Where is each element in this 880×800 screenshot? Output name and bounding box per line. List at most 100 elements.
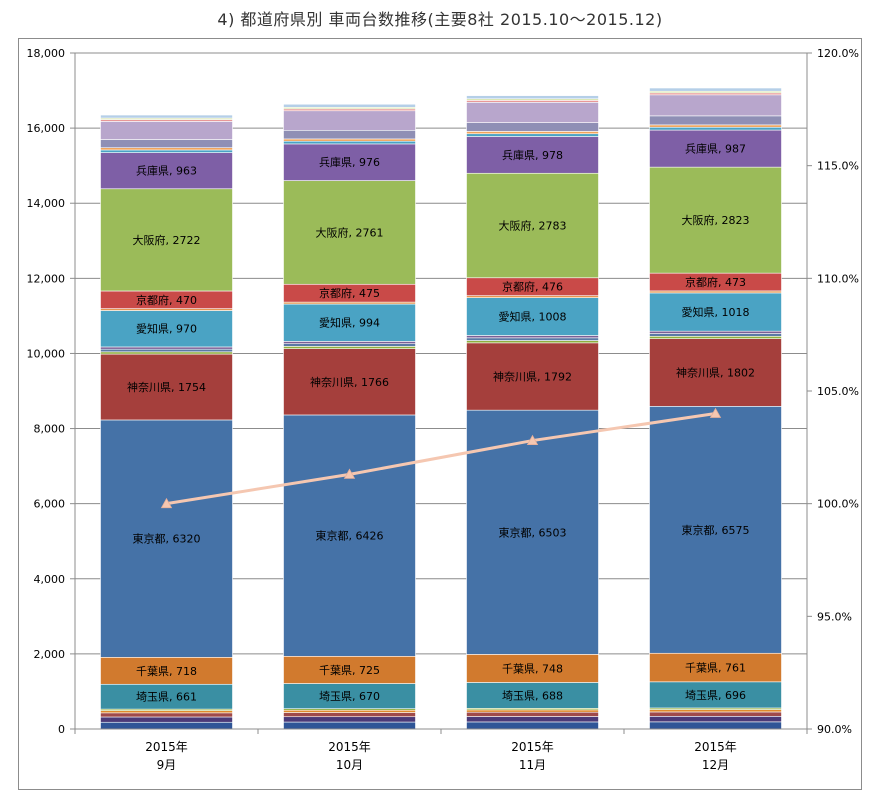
bar-segment [100,152,233,190]
data-label: 埼玉県, 661 [136,690,197,704]
data-label: 兵庫県, 963 [136,164,197,178]
bar-segment [466,122,599,132]
bar-segment [466,133,599,137]
bar-segment [283,341,416,344]
right-tick-label: 105.0% [817,385,859,398]
bar-segment [466,654,599,683]
bar-segment [100,712,233,718]
data-label: 愛知県, 970 [136,322,197,336]
bar-segment [466,172,599,279]
bar-segment [283,129,416,140]
data-label: 愛知県, 994 [319,316,380,330]
x-category-label: 2015年 [145,740,188,754]
data-label: 東京都, 6426 [316,529,384,543]
bar-segment [649,330,782,334]
bar-segment [100,139,233,149]
bar-segment [100,147,233,151]
bar-segment [466,709,599,713]
chart-title: 4) 都道府県別 車両台数推移(主要8社 2015.10～2015.12) [217,10,663,29]
bar-segment [466,711,599,717]
bar-segment [649,681,782,709]
bar-segment [466,335,599,339]
x-category-label: 2015年 [328,740,371,754]
bar-segment [466,337,599,341]
bar-segment [649,338,782,407]
data-label: 京都府, 475 [319,286,380,300]
bar-segment [649,711,782,717]
bar-segment [100,310,233,348]
bar-segment [649,709,782,713]
bar-segment [649,406,782,654]
right-tick-label: 100.0% [817,498,859,511]
x-category-label: 2015年 [694,740,737,754]
left-tick-label: 14,000 [27,197,66,210]
bars [100,87,782,730]
data-label: 東京都, 6320 [133,532,201,546]
bar-segment [649,292,782,332]
bar-segment [100,121,233,140]
stacked-bar-chart: 埼玉県, 661 千葉県, 718 東京都, 6320 神奈川県, 1754 愛知県, … [27,47,859,772]
bar-segment [649,115,782,126]
bar-segment [466,342,599,411]
left-tick-label: 4,000 [34,573,66,586]
x-category-label: 10月 [336,758,363,772]
bar-segment [649,652,782,683]
left-tick-label: 18,000 [27,47,66,60]
data-label: 京都府, 473 [685,275,746,289]
bar-segment [283,716,416,723]
bar-segment [100,149,233,153]
x-category-label: 11月 [519,758,546,772]
bar-segment [649,87,782,92]
data-label: 千葉県, 718 [136,664,197,678]
axes: 0 2,000 4,000 6,000 8,000 10,000 12,000 14,000 1… [27,47,859,772]
data-label: 神奈川県, 1754 [127,380,206,394]
bar-segment [466,721,599,730]
data-label: 埼玉県, 688 [502,688,563,702]
bar-segment [100,114,233,119]
bar-segment [100,353,233,421]
data-label: 兵庫県, 978 [502,148,563,162]
chart-area: 埼玉県, 661 千葉県, 718 東京都, 6320 神奈川県, 1754 愛知県, … [18,38,862,790]
bar-segment [283,110,416,131]
left-tick-label: 0 [58,723,65,736]
right-tick-label: 95.0% [817,610,852,623]
bar-segment [283,709,416,713]
ratio-point-marker [343,468,356,479]
x-category-label: 12月 [702,758,729,772]
data-label: 埼玉県, 696 [685,688,746,702]
bar-segment [100,721,233,730]
bar-segment [100,710,233,714]
bar-segment [649,290,782,294]
data-label: 愛知県, 1008 [499,310,567,324]
ratio-line [160,407,722,509]
ratio-line-path [166,412,716,506]
bar-segment [466,340,599,344]
bar-segment [100,188,233,292]
right-tick-label: 115.0% [817,160,859,173]
bar-segment [100,346,233,350]
data-label: 千葉県, 748 [502,661,563,675]
segment-labels: 埼玉県, 661 千葉県, 718 東京都, 6320 神奈川県, 1754 愛知県, … [127,142,755,704]
bar-segment [649,126,782,131]
ratio-point-marker [160,497,173,509]
bar-segment [649,333,782,337]
bar-segment [649,335,782,339]
bar-segment [466,131,599,135]
x-category-label: 2015年 [511,740,554,754]
bar-segment [466,682,599,709]
data-label: 東京都, 6575 [682,523,750,537]
bar-segment [283,138,416,142]
data-label: 神奈川県, 1766 [310,375,389,389]
bar-segment [466,297,599,336]
bar-segment [283,346,416,349]
bar-segment [649,721,782,730]
bar-segment [649,94,782,117]
bar-segment [283,683,416,709]
left-tick-label: 6,000 [34,498,66,511]
right-tick-label: 110.0% [817,272,859,285]
bar-segment [283,343,416,347]
bar-segment [649,166,782,274]
bar-segment [466,95,599,100]
data-label: 兵庫県, 987 [685,142,746,156]
bar-segment [283,140,416,145]
